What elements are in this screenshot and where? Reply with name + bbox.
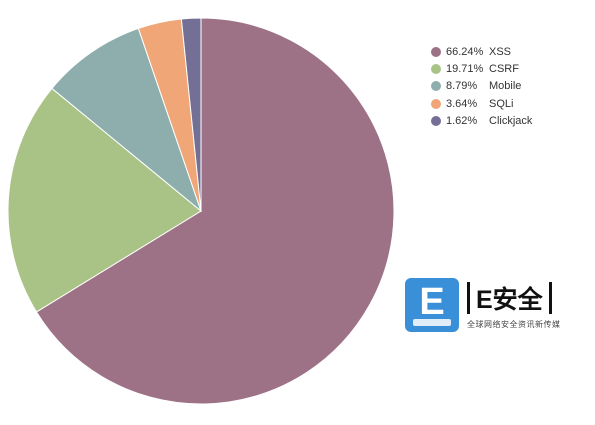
legend-swatch <box>431 81 441 92</box>
logo-badge-letter: E <box>419 281 445 323</box>
legend-percent: 66.24% <box>446 45 484 58</box>
legend-percent: 1.62% <box>446 114 478 127</box>
pie-slices <box>7 17 395 405</box>
pie-slice-csrf <box>7 87 202 313</box>
legend-item-xss: 66.24% XSS <box>431 43 532 60</box>
legend-label: CSRF <box>489 62 519 75</box>
legend-label: Mobile <box>489 80 522 93</box>
chart-legend: 66.24% XSS 19.71% CSRF 8.79% Mobile 3.64% SQLi 1… <box>431 43 532 129</box>
pie-slice-clickjack <box>180 17 202 212</box>
logo-badge-icon: E <box>405 278 459 332</box>
legend-swatch <box>431 46 441 57</box>
legend-item-mobile: 8.79% Mobile <box>431 78 532 95</box>
pie-slice-xss <box>35 17 395 405</box>
logo-tagline: 全球网络安全资讯新传媒 <box>467 320 561 329</box>
legend-swatch <box>431 98 441 109</box>
esafe-logo: E E安全 全球网络安全资讯新传媒 <box>405 278 570 334</box>
legend-item-csrf: 19.71% CSRF <box>431 60 532 77</box>
legend-swatch <box>431 63 441 74</box>
legend-label: XSS <box>489 45 512 58</box>
legend-item-sqli: 3.64% SQLi <box>431 95 532 112</box>
legend-item-clickjack: 1.62% Clickjack <box>431 112 532 129</box>
legend-percent: 8.79% <box>446 80 478 93</box>
pie-slice-mobile <box>51 27 203 213</box>
legend-percent: 19.71% <box>446 62 484 75</box>
legend-swatch <box>431 115 441 126</box>
logo-brand-text: E安全 <box>467 282 552 314</box>
legend-label: Clickjack <box>489 114 533 127</box>
logo-ribbon <box>413 319 451 326</box>
legend-label: SQLi <box>489 97 514 110</box>
legend-percent: 3.64% <box>446 97 478 110</box>
